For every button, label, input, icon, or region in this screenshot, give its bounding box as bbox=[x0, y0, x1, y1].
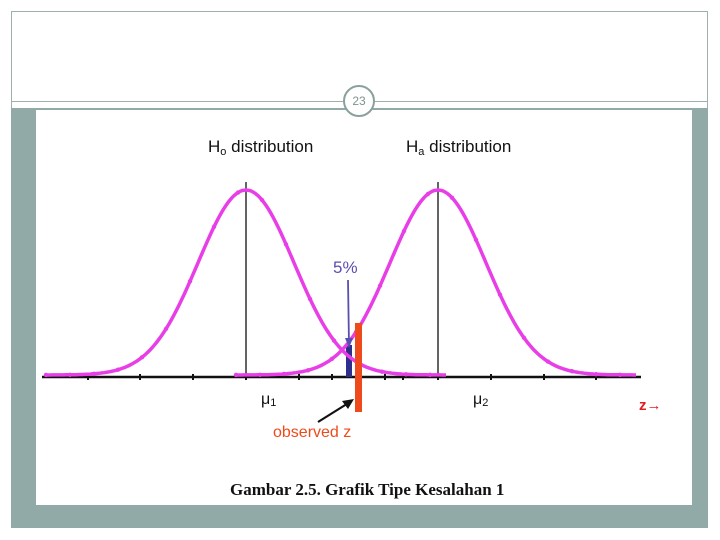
curve-marker bbox=[91, 371, 97, 376]
h0-title: Ho distribution bbox=[208, 137, 313, 158]
curve-marker bbox=[425, 191, 431, 197]
axis-ticks bbox=[87, 374, 597, 380]
mu1-label: μ1 bbox=[261, 391, 276, 409]
curve-marker bbox=[281, 371, 287, 377]
curve-marker bbox=[403, 372, 409, 377]
curve-marker bbox=[305, 368, 311, 373]
observed-z-label: observed z bbox=[273, 424, 351, 441]
mu2-label: μ2 bbox=[473, 391, 488, 409]
observed-z-bar bbox=[355, 323, 362, 412]
h0-distribution-curve bbox=[46, 188, 446, 377]
curve-marker bbox=[307, 296, 313, 302]
curve-marker bbox=[283, 242, 289, 247]
curve-marker bbox=[449, 195, 455, 200]
alpha-arrow bbox=[347, 279, 350, 346]
alpha-arrow-head bbox=[345, 338, 353, 348]
ha-distribution-curve bbox=[236, 188, 636, 377]
ha-title: Ha distribution bbox=[406, 137, 511, 158]
alpha-label: 5% bbox=[333, 258, 358, 277]
z-axis-symbol: z→ bbox=[639, 397, 662, 414]
rejection-region-bar bbox=[346, 345, 352, 377]
slide-number: 23 bbox=[343, 85, 375, 117]
curve-marker bbox=[43, 372, 49, 378]
observed-arrow-head bbox=[342, 399, 354, 409]
curve-marker bbox=[233, 372, 239, 378]
curve-marker bbox=[377, 283, 383, 289]
curve-marker bbox=[259, 197, 265, 203]
curve-marker bbox=[521, 335, 527, 341]
curve-marker bbox=[331, 338, 337, 343]
curve-marker bbox=[139, 355, 145, 360]
curve-marker bbox=[593, 371, 599, 377]
curve-marker bbox=[211, 224, 217, 230]
curve-marker bbox=[379, 369, 385, 374]
curve-marker bbox=[473, 237, 479, 242]
figure-panel: Ho distribution Ha distribution 5% μ1 μ2… bbox=[36, 110, 692, 505]
curve-marker bbox=[497, 292, 503, 297]
curve-marker bbox=[163, 326, 169, 332]
curve-marker bbox=[569, 369, 575, 374]
curve-marker bbox=[617, 372, 623, 378]
observed-arrow bbox=[317, 401, 351, 423]
curve-marker bbox=[545, 359, 551, 364]
curve-marker bbox=[329, 356, 335, 362]
curve-marker bbox=[115, 367, 121, 372]
figure-caption: Gambar 2.5. Grafik Tipe Kesalahan 1 bbox=[230, 480, 504, 499]
h0-curve-markers bbox=[43, 190, 433, 378]
curve-marker bbox=[235, 190, 241, 195]
ha-curve-markers bbox=[233, 191, 623, 378]
curve-marker bbox=[187, 279, 193, 284]
curve-marker bbox=[67, 372, 73, 377]
curve-marker bbox=[401, 228, 407, 234]
hypothesis-diagram: Ho distribution Ha distribution 5% μ1 μ2… bbox=[42, 137, 662, 499]
curve-marker bbox=[427, 372, 433, 378]
curve-marker bbox=[257, 372, 263, 378]
